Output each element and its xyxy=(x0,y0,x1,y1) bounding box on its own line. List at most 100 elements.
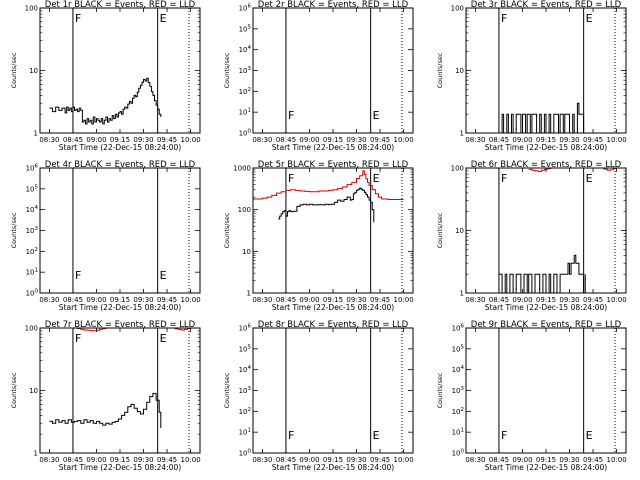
y-axis-label: Counts/sec xyxy=(10,52,18,88)
y-tick-label: 10 xyxy=(29,387,38,395)
y-tick-label: 103 xyxy=(452,386,465,395)
x-tick-label: 09:00 xyxy=(299,136,319,144)
x-tick-label: 09:30 xyxy=(559,136,579,144)
chart-panel-9: Det 9r BLACK = Events, RED = LLD F E 08:30 0… xyxy=(436,320,627,472)
y-tick-label: 100 xyxy=(26,289,39,298)
end-marker-e: E xyxy=(373,172,380,185)
x-tick-label: 09:30 xyxy=(559,296,579,304)
x-tick-label: 09:45 xyxy=(583,456,603,464)
events-series-line xyxy=(278,187,375,223)
chart-panel-5: Det 5r BLACK = Events, RED = LLD F E 08:30 0… xyxy=(223,160,414,312)
y-tick-label: 104 xyxy=(239,45,252,54)
y-tick-label: 105 xyxy=(239,344,252,353)
x-tick-label: 10:00 xyxy=(393,136,413,144)
chart-title: Det 2r BLACK = Events, RED = LLD xyxy=(258,0,409,10)
x-tick-label: 09:30 xyxy=(133,456,153,464)
y-axis-label: Counts/sec xyxy=(223,52,231,88)
x-tick-label: 09:00 xyxy=(512,456,532,464)
end-marker-e: E xyxy=(373,429,380,442)
plot-frame xyxy=(39,327,201,454)
events-series-line xyxy=(498,254,586,294)
start-marker-f: F xyxy=(75,332,81,345)
x-tick-label: 09:00 xyxy=(86,456,106,464)
chart-title: Det 7r BLACK = Events, RED = LLD xyxy=(45,320,196,330)
x-tick-label: 09:15 xyxy=(323,296,343,304)
y-tick-label: 1000 xyxy=(233,165,251,173)
x-tick-label: 09:15 xyxy=(536,296,556,304)
y-tick-label: 102 xyxy=(239,87,251,96)
y-tick-label: 106 xyxy=(452,324,465,333)
x-tick-label: 09:15 xyxy=(110,136,130,144)
y-tick-label: 101 xyxy=(239,428,251,437)
y-tick-label: 10 xyxy=(455,227,464,235)
x-tick-label: 08:45 xyxy=(276,296,296,304)
x-tick-label: 08:45 xyxy=(489,136,509,144)
x-tick-label: 09:30 xyxy=(133,296,153,304)
x-tick-label: 09:45 xyxy=(157,296,177,304)
y-tick-label: 10 xyxy=(455,67,464,75)
y-tick-label: 100 xyxy=(239,449,252,458)
x-tick-label: 09:15 xyxy=(536,456,556,464)
x-tick-label: 08:45 xyxy=(276,456,296,464)
plot-frame xyxy=(39,7,201,134)
y-tick-label: 100 xyxy=(25,5,38,13)
x-tick-label: 10:00 xyxy=(180,456,200,464)
y-axis-label: Counts/sec xyxy=(223,212,231,248)
x-tick-label: 09:30 xyxy=(133,136,153,144)
x-tick-label: 09:45 xyxy=(370,136,390,144)
x-tick-label: 08:30 xyxy=(252,296,272,304)
y-tick-label: 104 xyxy=(239,365,252,374)
x-tick-label: 08:30 xyxy=(465,136,485,144)
lld-series-line xyxy=(253,170,404,200)
events-series-line xyxy=(49,392,162,429)
y-tick-label: 101 xyxy=(26,268,38,277)
start-marker-f: F xyxy=(288,172,294,185)
y-tick-label: 100 xyxy=(451,165,464,173)
x-axis-label: Start Time (22-Dec-15 08:24:00) xyxy=(272,463,394,472)
y-axis-label: Counts/sec xyxy=(10,372,18,408)
chart-panel-1: Det 1r BLACK = Events, RED = LLD F E 08:30 0… xyxy=(10,0,201,152)
y-tick-label: 10 xyxy=(242,248,251,256)
events-series-line xyxy=(498,102,585,134)
x-tick-label: 09:30 xyxy=(559,456,579,464)
chart-title: Det 4r BLACK = Events, RED = LLD xyxy=(45,160,196,170)
x-axis-label: Start Time (22-Dec-15 08:24:00) xyxy=(59,463,181,472)
y-tick-label: 106 xyxy=(26,164,39,173)
x-tick-label: 09:15 xyxy=(323,456,343,464)
chart-panel-2: Det 2r BLACK = Events, RED = LLD F E 08:30 0… xyxy=(223,0,414,152)
x-tick-label: 09:30 xyxy=(346,456,366,464)
x-tick-label: 09:00 xyxy=(512,136,532,144)
x-tick-label: 09:15 xyxy=(110,456,130,464)
x-axis-label: Start Time (22-Dec-15 08:24:00) xyxy=(485,143,607,152)
y-tick-label: 101 xyxy=(239,108,251,117)
y-axis-label: Counts/sec xyxy=(436,372,444,408)
plot-frame xyxy=(465,327,627,454)
x-tick-label: 09:15 xyxy=(110,296,130,304)
chart-title: Det 3r BLACK = Events, RED = LLD xyxy=(471,0,622,10)
start-marker-f: F xyxy=(501,12,507,25)
y-tick-label: 10 xyxy=(29,67,38,75)
x-tick-label: 09:45 xyxy=(370,456,390,464)
x-tick-label: 08:30 xyxy=(252,136,272,144)
y-tick-label: 100 xyxy=(25,325,38,333)
chart-title: Det 5r BLACK = Events, RED = LLD xyxy=(258,160,409,170)
x-axis-label: Start Time (22-Dec-15 08:24:00) xyxy=(59,303,181,312)
y-axis-label: Counts/sec xyxy=(223,372,231,408)
y-tick-label: 103 xyxy=(239,66,252,75)
chart-panel-7: Det 7r BLACK = Events, RED = LLD F E 08:30 0… xyxy=(10,320,201,472)
end-marker-e: E xyxy=(160,12,167,25)
x-tick-label: 09:45 xyxy=(583,136,603,144)
x-tick-label: 09:15 xyxy=(536,136,556,144)
x-tick-label: 10:00 xyxy=(393,296,413,304)
x-tick-label: 10:00 xyxy=(180,136,200,144)
y-tick-label: 106 xyxy=(239,4,252,13)
x-tick-label: 09:45 xyxy=(157,136,177,144)
end-marker-e: E xyxy=(160,332,167,345)
y-tick-label: 103 xyxy=(239,386,252,395)
y-tick-label: 104 xyxy=(452,365,465,374)
x-tick-label: 09:00 xyxy=(299,296,319,304)
start-marker-f: F xyxy=(75,12,81,25)
plot-frame xyxy=(252,327,414,454)
plot-frame xyxy=(39,167,201,294)
x-tick-label: 08:45 xyxy=(63,296,83,304)
